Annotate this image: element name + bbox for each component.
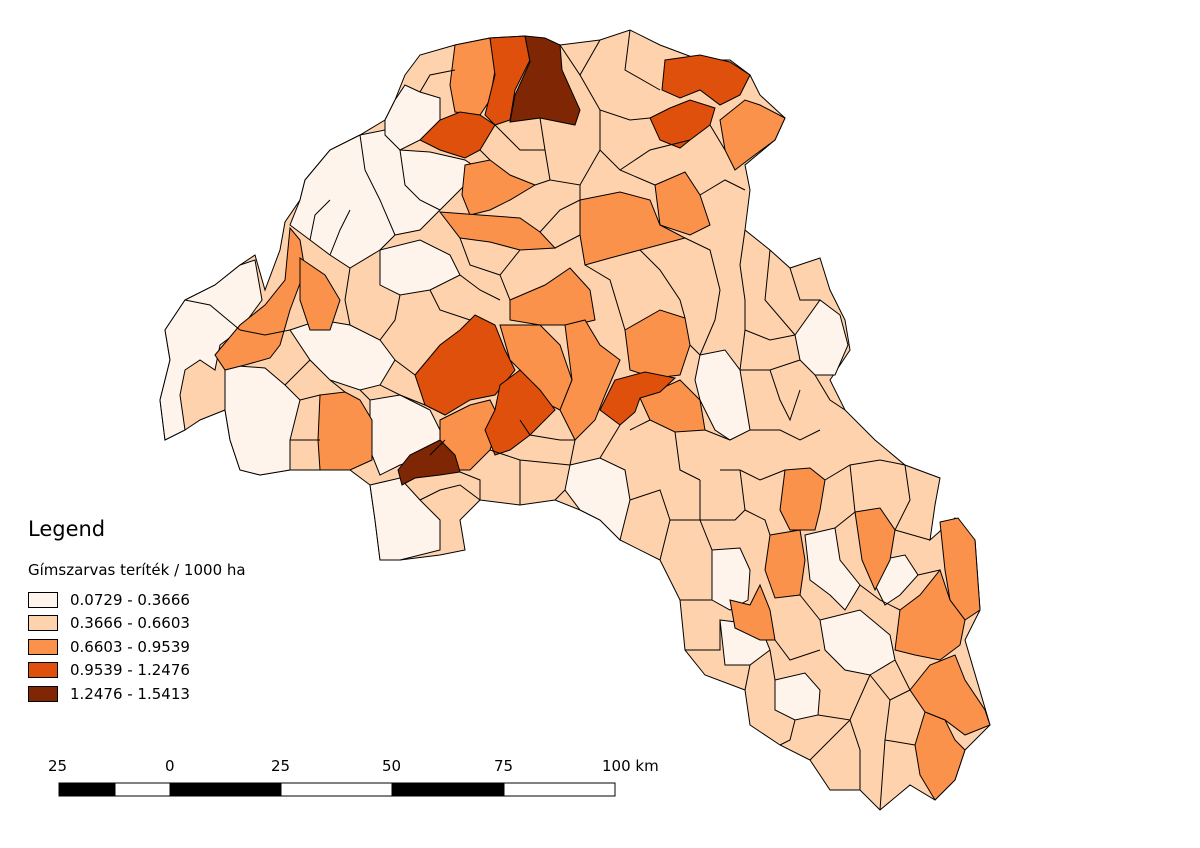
area xyxy=(559,319,621,441)
legend-swatch xyxy=(28,638,58,655)
scale-label: 50 xyxy=(382,757,402,775)
area xyxy=(779,467,826,531)
legend-label: 0.3666 - 0.6603 xyxy=(70,614,190,633)
legend-item: 0.0729 - 0.3666 xyxy=(28,588,190,612)
area xyxy=(819,609,896,676)
legend-label: 1.2476 - 1.5413 xyxy=(70,684,190,703)
legend-title: Legend xyxy=(28,517,106,541)
scale-label: 0 xyxy=(165,757,175,775)
scale-label: 100 km xyxy=(602,757,659,775)
area xyxy=(854,507,896,592)
scale-bar xyxy=(58,782,616,797)
area xyxy=(624,309,691,379)
scale-segment xyxy=(280,782,393,797)
area xyxy=(509,267,596,326)
area xyxy=(369,477,441,561)
area xyxy=(729,583,776,641)
area xyxy=(379,239,461,296)
area xyxy=(484,369,556,456)
scale-segment xyxy=(503,782,616,797)
scale-segment xyxy=(58,782,116,797)
area xyxy=(764,529,806,599)
area xyxy=(509,35,581,126)
area xyxy=(564,457,631,541)
scale-label: 75 xyxy=(494,757,514,775)
area xyxy=(794,299,849,376)
area xyxy=(224,364,301,476)
area xyxy=(317,391,373,471)
scale-label: 25 xyxy=(48,757,68,775)
legend-item: 1.2476 - 1.5413 xyxy=(28,682,190,706)
legend-swatch xyxy=(28,591,58,608)
area xyxy=(579,191,687,266)
legend-item: 0.6603 - 0.9539 xyxy=(28,635,190,659)
legend-swatch xyxy=(28,615,58,632)
area xyxy=(804,527,861,611)
area xyxy=(939,517,981,621)
legend-subtitle: Gímszarvas teríték / 1000 ha xyxy=(28,561,246,579)
legend-item: 0.3666 - 0.6603 xyxy=(28,612,190,636)
scale-segment xyxy=(114,782,171,797)
scale-segment xyxy=(169,782,282,797)
area xyxy=(894,568,966,661)
municipality-boundaries xyxy=(184,29,941,811)
legend-item: 0.9539 - 1.2476 xyxy=(28,659,190,683)
area xyxy=(414,314,516,416)
legend-label: 0.9539 - 1.2476 xyxy=(70,661,190,680)
area xyxy=(299,257,341,331)
area xyxy=(661,54,751,106)
legend-label: 0.0729 - 0.3666 xyxy=(70,590,190,609)
legend: 0.0729 - 0.3666 0.3666 - 0.6603 0.6603 -… xyxy=(28,588,190,706)
area xyxy=(461,159,537,216)
legend-label: 0.6603 - 0.9539 xyxy=(70,637,190,656)
scale-segment xyxy=(391,782,505,797)
area xyxy=(914,711,966,801)
class-1-areas xyxy=(159,84,919,721)
area xyxy=(694,349,751,441)
area xyxy=(654,171,711,236)
legend-swatch xyxy=(28,685,58,702)
area xyxy=(719,99,786,171)
legend-swatch xyxy=(28,662,58,679)
area xyxy=(599,371,677,426)
scale-label: 25 xyxy=(271,757,291,775)
area xyxy=(289,319,396,391)
area xyxy=(159,259,263,441)
